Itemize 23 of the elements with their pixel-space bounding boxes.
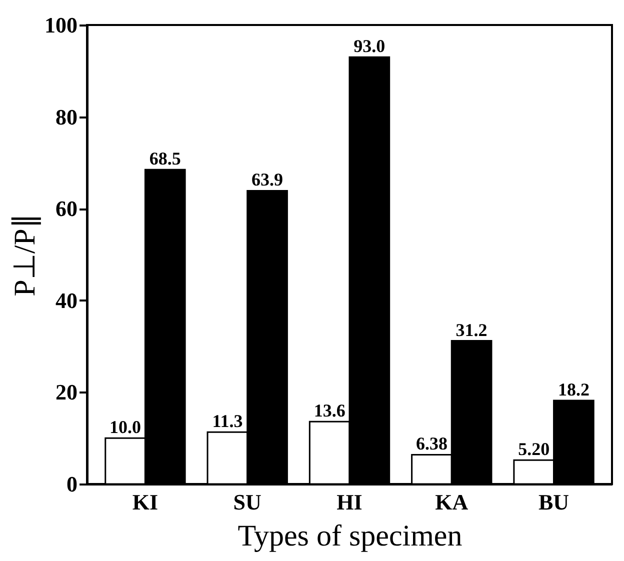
- data-label: 68.5: [149, 148, 181, 169]
- x-tick-label: KA: [435, 490, 468, 514]
- y-tick-label: 40: [56, 288, 78, 313]
- data-label: 18.2: [558, 379, 590, 400]
- x-tick-label: HI: [336, 490, 362, 514]
- y-tick-label: 80: [56, 104, 78, 130]
- y-tick-label: 60: [56, 196, 78, 222]
- x-tick-label: KI: [132, 490, 158, 514]
- data-label: 31.2: [456, 320, 488, 340]
- y-axis-title: P⊥/P∥: [8, 214, 42, 296]
- data-label: 63.9: [252, 170, 284, 190]
- data-label: 10.0: [110, 417, 142, 438]
- data-label: 5.20: [518, 439, 550, 460]
- y-tick-label: 100: [44, 12, 78, 38]
- y-tick-label: 20: [56, 380, 78, 405]
- data-label: 93.0: [354, 36, 386, 56]
- data-label: 6.38: [416, 434, 448, 454]
- x-tick-label: BU: [538, 490, 570, 514]
- y-tick-label: 0: [66, 472, 78, 496]
- x-axis-title: Types of specimen: [238, 520, 462, 552]
- data-label: 13.6: [314, 400, 346, 421]
- x-tick-label: SU: [233, 490, 262, 514]
- data-label: 11.3: [212, 411, 243, 432]
